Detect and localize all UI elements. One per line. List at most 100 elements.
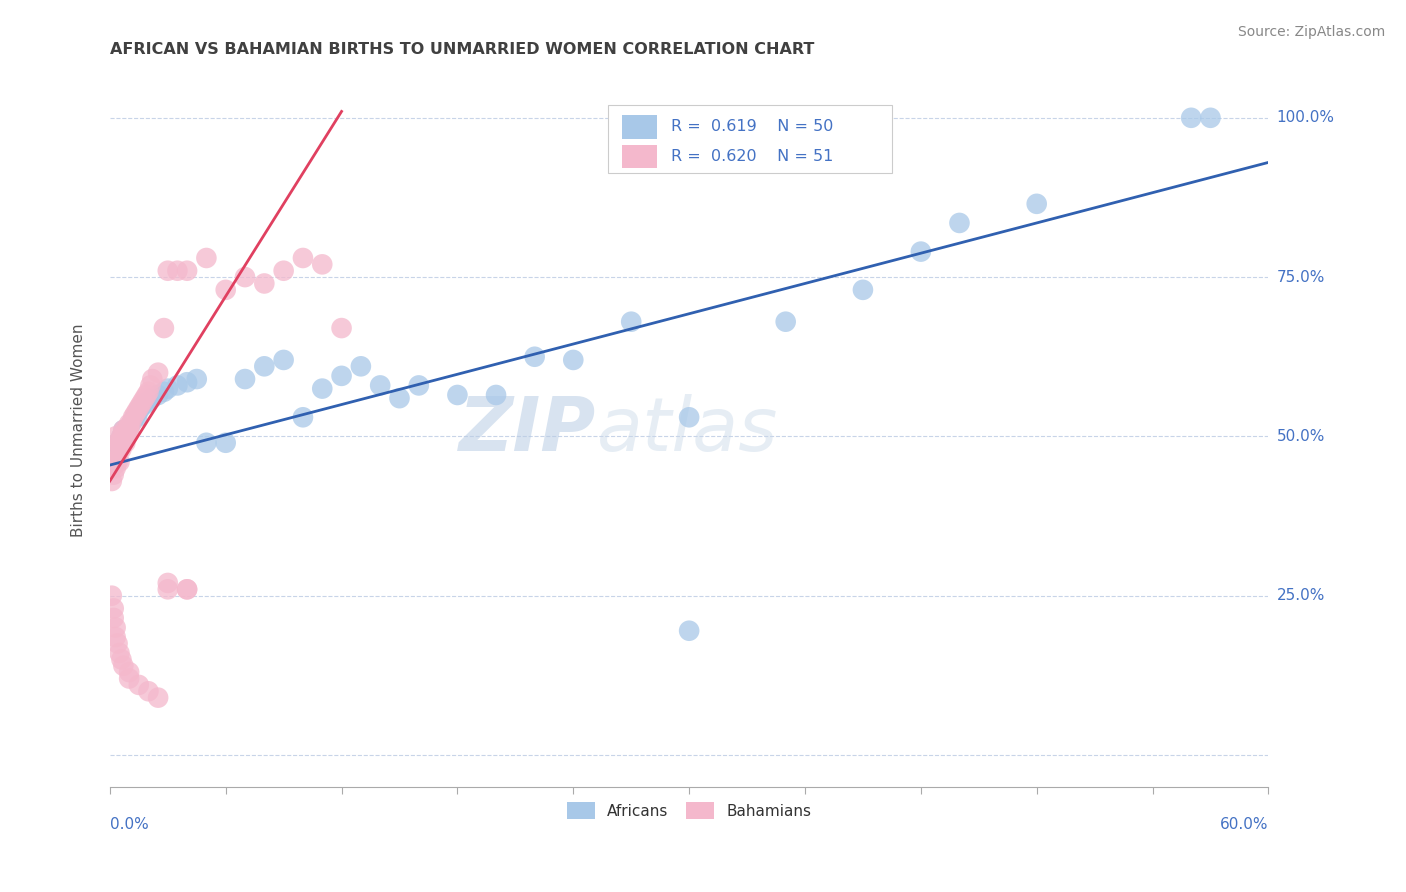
Text: AFRICAN VS BAHAMIAN BIRTHS TO UNMARRIED WOMEN CORRELATION CHART: AFRICAN VS BAHAMIAN BIRTHS TO UNMARRIED … bbox=[110, 42, 814, 57]
Point bbox=[1180, 111, 1202, 125]
Point bbox=[910, 244, 932, 259]
Point bbox=[104, 445, 127, 459]
Text: 0.0%: 0.0% bbox=[110, 817, 149, 832]
Point bbox=[118, 420, 141, 434]
Point bbox=[103, 467, 125, 482]
FancyBboxPatch shape bbox=[621, 145, 657, 169]
Point bbox=[114, 429, 136, 443]
Point bbox=[108, 455, 131, 469]
Text: 25.0%: 25.0% bbox=[1277, 588, 1324, 603]
Point bbox=[114, 435, 136, 450]
Point bbox=[103, 449, 125, 463]
Point bbox=[215, 435, 238, 450]
Point bbox=[368, 378, 391, 392]
Point bbox=[153, 321, 176, 335]
Point bbox=[134, 391, 156, 405]
Point bbox=[122, 413, 145, 427]
Point bbox=[118, 420, 141, 434]
Point bbox=[107, 435, 129, 450]
Point bbox=[124, 407, 146, 421]
Point bbox=[112, 435, 135, 450]
Point bbox=[115, 429, 138, 443]
Point bbox=[110, 442, 132, 457]
Point bbox=[446, 388, 468, 402]
Point bbox=[103, 611, 125, 625]
Point bbox=[141, 372, 163, 386]
Point bbox=[141, 391, 163, 405]
Point bbox=[146, 388, 169, 402]
Point bbox=[108, 435, 131, 450]
Point bbox=[139, 378, 162, 392]
Point bbox=[156, 582, 179, 597]
Point bbox=[103, 458, 125, 472]
Point bbox=[620, 315, 643, 329]
Point bbox=[118, 672, 141, 686]
Point bbox=[1199, 111, 1222, 125]
Point bbox=[138, 384, 160, 399]
Point bbox=[120, 417, 142, 431]
Text: R =  0.620    N = 51: R = 0.620 N = 51 bbox=[671, 149, 832, 164]
Point bbox=[110, 429, 132, 443]
Point bbox=[101, 589, 124, 603]
Y-axis label: Births to Unmarried Women: Births to Unmarried Women bbox=[72, 323, 86, 537]
Point bbox=[485, 388, 508, 402]
Point bbox=[104, 621, 127, 635]
Point bbox=[131, 394, 153, 409]
Point bbox=[124, 410, 146, 425]
Point bbox=[1025, 197, 1047, 211]
Legend: Africans, Bahamians: Africans, Bahamians bbox=[561, 796, 817, 826]
Point bbox=[118, 423, 141, 437]
Point bbox=[388, 391, 411, 405]
Point bbox=[110, 652, 132, 666]
Point bbox=[112, 423, 135, 437]
Point bbox=[134, 398, 156, 412]
Point bbox=[112, 423, 135, 437]
Text: 50.0%: 50.0% bbox=[1277, 429, 1324, 444]
FancyBboxPatch shape bbox=[621, 115, 657, 138]
Point bbox=[112, 658, 135, 673]
Point bbox=[101, 474, 124, 488]
Point bbox=[350, 359, 373, 374]
Point bbox=[125, 404, 148, 418]
Point bbox=[678, 624, 700, 638]
Point bbox=[291, 251, 314, 265]
Text: atlas: atlas bbox=[596, 394, 778, 466]
Point bbox=[273, 264, 295, 278]
Text: 60.0%: 60.0% bbox=[1220, 817, 1268, 832]
Point bbox=[108, 435, 131, 450]
Point bbox=[103, 601, 125, 615]
Text: 100.0%: 100.0% bbox=[1277, 111, 1334, 125]
Point bbox=[233, 270, 256, 285]
Point bbox=[129, 398, 152, 412]
Point bbox=[125, 410, 148, 425]
Point bbox=[166, 378, 188, 392]
Text: ZIP: ZIP bbox=[460, 393, 596, 467]
Point bbox=[523, 350, 546, 364]
Point bbox=[118, 665, 141, 680]
Text: 75.0%: 75.0% bbox=[1277, 269, 1324, 285]
Point bbox=[122, 410, 145, 425]
Point bbox=[775, 315, 797, 329]
Point bbox=[146, 690, 169, 705]
Point bbox=[128, 404, 150, 418]
Point bbox=[166, 264, 188, 278]
Point bbox=[311, 257, 333, 271]
Text: Source: ZipAtlas.com: Source: ZipAtlas.com bbox=[1237, 25, 1385, 39]
Point bbox=[176, 582, 198, 597]
Point bbox=[253, 277, 276, 291]
Point bbox=[156, 264, 179, 278]
Point bbox=[562, 353, 585, 368]
Point bbox=[330, 368, 353, 383]
Point bbox=[186, 372, 208, 386]
Point bbox=[176, 376, 198, 390]
Point bbox=[101, 455, 124, 469]
Point bbox=[107, 455, 129, 469]
Point bbox=[128, 678, 150, 692]
Point bbox=[678, 410, 700, 425]
Point bbox=[118, 417, 141, 431]
FancyBboxPatch shape bbox=[607, 105, 891, 173]
Point bbox=[311, 382, 333, 396]
Point bbox=[156, 576, 179, 591]
Point bbox=[291, 410, 314, 425]
Point bbox=[107, 435, 129, 450]
